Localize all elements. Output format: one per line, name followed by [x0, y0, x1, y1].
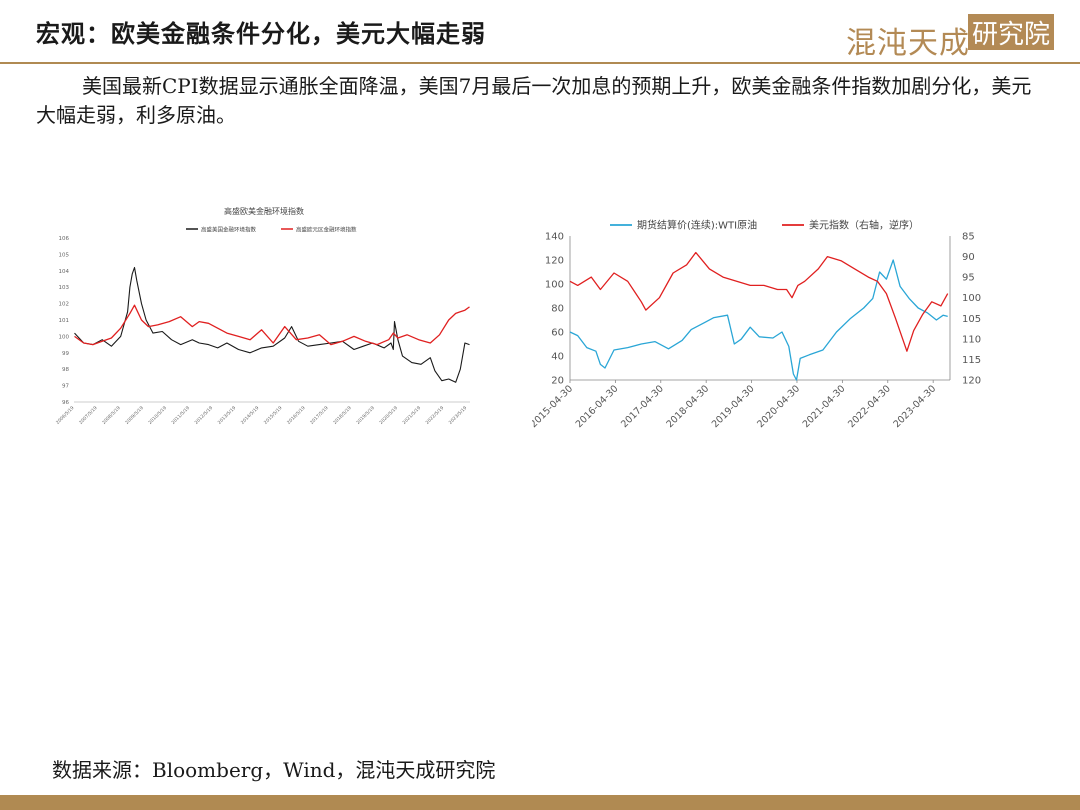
- chart-title: 高盛欧美金融环境指数: [224, 206, 304, 216]
- x-tick-label: 2006/5/19: [55, 405, 76, 426]
- legend-label-0: 高盛美国金融环境指数: [201, 226, 257, 234]
- x-tick-label: 2021/5/19: [401, 405, 422, 426]
- series-line-1: [569, 251, 949, 352]
- y-tick-label: 106: [59, 236, 70, 242]
- page-title: 宏观：欧美金融条件分化，美元大幅走弱: [36, 20, 486, 48]
- x-tick-label: 2014/5/19: [240, 405, 261, 426]
- y-tick-label: 98: [62, 367, 69, 373]
- x-tick-label: 2016/5/19: [286, 405, 307, 426]
- x-tick-label: 2008/5/19: [101, 405, 122, 426]
- series-line-0: [74, 266, 470, 383]
- y2-tick-label: 115: [962, 355, 981, 366]
- data-source: 数据来源：Bloomberg，Wind，混沌天成研究院: [52, 758, 496, 782]
- x-tick-label: 2015/5/19: [263, 405, 284, 426]
- y2-tick-label: 95: [962, 273, 975, 284]
- x-tick-label: 2022-04-30: [846, 383, 893, 430]
- x-tick-label: 2007/5/19: [78, 405, 99, 426]
- y2-tick-label: 110: [962, 334, 981, 345]
- footer-bar: [0, 795, 1080, 810]
- y-tick-label: 60: [551, 328, 564, 339]
- x-tick-label: 2022/5/19: [425, 405, 446, 426]
- y2-tick-label: 85: [962, 232, 975, 243]
- x-tick-label: 2012/5/19: [194, 405, 215, 426]
- x-tick-label: 2010/5/19: [147, 405, 168, 426]
- x-tick-label: 2011/5/19: [170, 405, 191, 426]
- logo-box: 研究院: [968, 14, 1054, 50]
- y-tick-label: 103: [59, 285, 70, 291]
- company-logo: 混沌天成 研究院: [846, 14, 1056, 61]
- x-tick-label: 2018-04-30: [664, 383, 711, 430]
- y-tick-label: 100: [545, 280, 564, 291]
- x-tick-label: 2020-04-30: [755, 383, 802, 430]
- y-tick-label: 40: [551, 352, 564, 363]
- series-line-1: [74, 304, 470, 346]
- y-tick-label: 100: [59, 334, 70, 340]
- legend-label-0: 期货结算价(连续):WTI原油: [637, 219, 757, 232]
- y-tick-label: 80: [551, 304, 564, 315]
- x-tick-label: 2009/5/19: [124, 405, 145, 426]
- logo-script: 混沌天成: [846, 26, 970, 61]
- x-tick-label: 2019-04-30: [710, 383, 757, 430]
- y-tick-label: 102: [59, 302, 70, 308]
- wti-vs-dollar-index-chart: 期货结算价(连续):WTI原油 美元指数（右轴，逆序） 20 40 60 80 100 120…: [532, 219, 981, 431]
- y-tick-label: 101: [59, 318, 70, 324]
- x-tick-label: 2019/5/19: [355, 405, 376, 426]
- y2-tick-label: 90: [962, 252, 975, 263]
- legend-label-1: 美元指数（右轴，逆序）: [809, 219, 919, 232]
- x-tick-label: 2021-04-30: [801, 383, 848, 430]
- series-line-0: [569, 259, 948, 381]
- x-tick-label: 2023-04-30: [891, 383, 938, 430]
- y-tick-label: 99: [62, 351, 69, 357]
- y-tick-label: 140: [545, 232, 564, 243]
- legend-label-1: 高盛欧元区金融环境指数: [296, 226, 357, 234]
- summary-text: 美国最新CPI数据显示通胀全面降温，美国7月最后一次加息的预期上升，欧美金融条件…: [36, 74, 1032, 127]
- title-divider: [0, 62, 1080, 64]
- x-tick-label: 2020/5/19: [378, 405, 399, 426]
- y-tick-label: 104: [59, 269, 70, 275]
- x-tick-label: 2013/5/19: [217, 405, 238, 426]
- y-tick-label: 20: [551, 376, 564, 387]
- x-tick-label: 2018/5/19: [332, 405, 353, 426]
- x-tick-label: 2017/5/19: [309, 405, 330, 426]
- x-tick-label: 2017-04-30: [619, 383, 666, 430]
- y-tick-label: 96: [62, 400, 69, 406]
- y-tick-label: 120: [545, 256, 564, 267]
- x-tick-label: 2023/5/19: [448, 405, 469, 426]
- y2-tick-label: 100: [962, 293, 981, 304]
- y-tick-label: 97: [62, 384, 69, 390]
- x-tick-label: 2016-04-30: [574, 383, 621, 430]
- y2-tick-label: 105: [962, 314, 981, 325]
- summary-paragraph: 美国最新CPI数据显示通胀全面降温，美国7月最后一次加息的预期上升，欧美金融条件…: [36, 72, 1036, 130]
- y-tick-label: 105: [59, 252, 70, 258]
- y2-tick-label: 120: [962, 376, 981, 387]
- x-tick-label: 2015-04-30: [532, 383, 575, 430]
